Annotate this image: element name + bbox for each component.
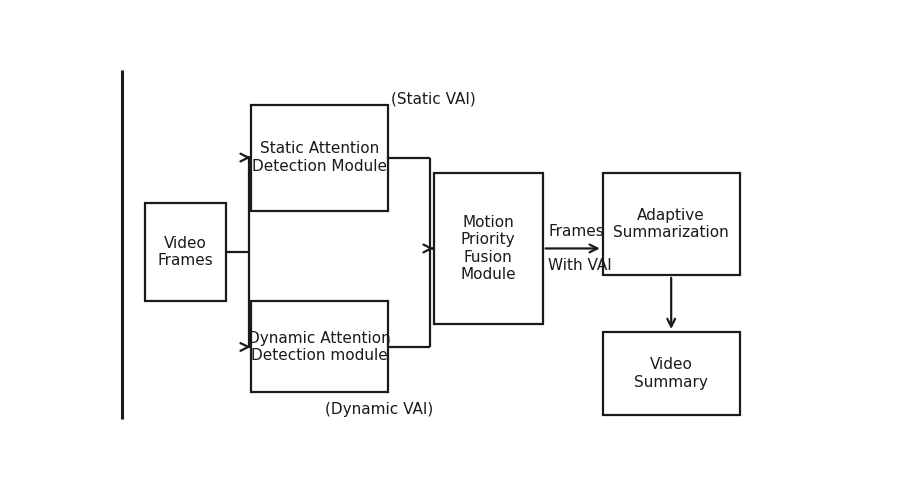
Text: Frames: Frames [548,224,604,239]
Text: Video
Frames: Video Frames [158,236,213,269]
FancyBboxPatch shape [603,173,740,275]
Text: Dynamic Attention
Detection module: Dynamic Attention Detection module [248,331,390,363]
Text: Adaptive
Summarization: Adaptive Summarization [613,208,729,240]
FancyBboxPatch shape [145,203,226,302]
FancyBboxPatch shape [603,332,740,415]
Text: (Static VAI): (Static VAI) [391,92,476,106]
FancyBboxPatch shape [251,104,388,211]
Text: Video
Summary: Video Summary [635,357,708,390]
Text: Static Attention
Detection Module: Static Attention Detection Module [252,141,387,174]
FancyBboxPatch shape [434,173,543,324]
Text: (Dynamic VAI): (Dynamic VAI) [325,402,433,417]
FancyBboxPatch shape [251,302,388,393]
Text: With VAI: With VAI [548,258,612,273]
Text: Motion
Priority
Fusion
Module: Motion Priority Fusion Module [460,215,516,282]
